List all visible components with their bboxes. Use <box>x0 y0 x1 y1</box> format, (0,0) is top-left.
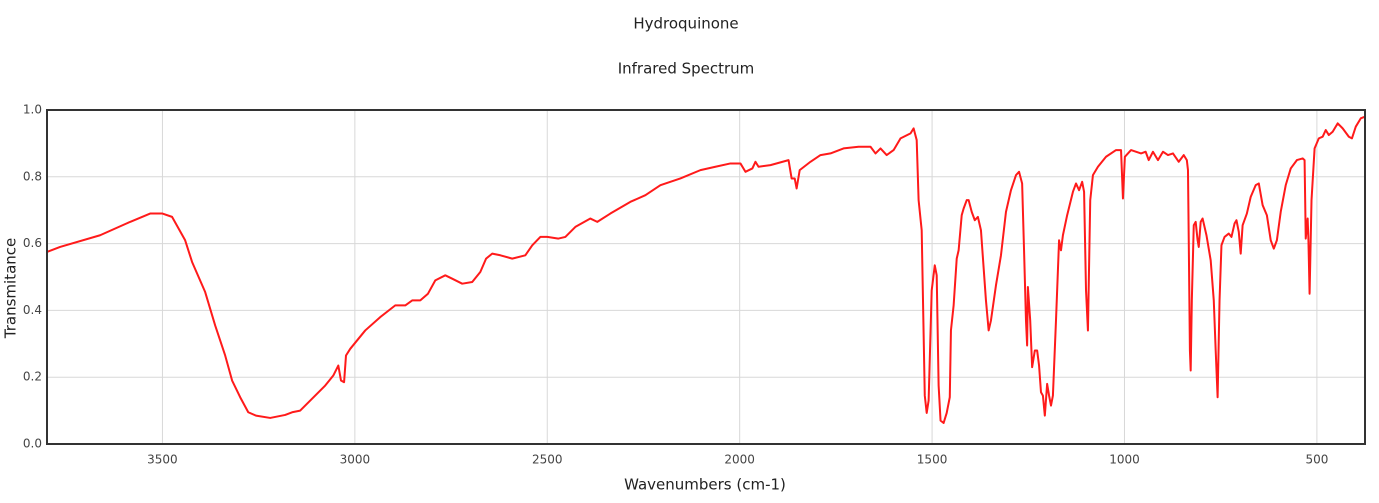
x-tick-label: 3000 <box>340 453 371 467</box>
y-tick-label: 0.0 <box>23 437 42 451</box>
plot-area <box>46 115 1366 424</box>
spectrum-line <box>46 115 1366 424</box>
x-tick-label: 500 <box>1305 453 1328 467</box>
chart-subtitle: Infrared Spectrum <box>618 60 755 78</box>
x-tick-label: 1500 <box>917 453 948 467</box>
y-tick-label: 0.6 <box>23 236 42 250</box>
x-tick-label: 1000 <box>1109 453 1140 467</box>
plot-frame <box>46 109 1366 445</box>
y-tick-label: 0.2 <box>23 370 42 384</box>
x-tick-label: 3500 <box>147 453 178 467</box>
x-tick-label: 2500 <box>532 453 563 467</box>
chart-title: Hydroquinone <box>633 15 738 33</box>
x-axis-title: Wavenumbers (cm-1) <box>624 476 786 494</box>
y-tick-label: 1.0 <box>23 103 42 117</box>
y-tick-label: 0.8 <box>23 169 42 183</box>
y-axis-title: Transmitance <box>2 238 20 339</box>
x-tick-label: 2000 <box>724 453 755 467</box>
grid <box>47 109 1365 445</box>
y-tick-label: 0.4 <box>23 303 42 317</box>
